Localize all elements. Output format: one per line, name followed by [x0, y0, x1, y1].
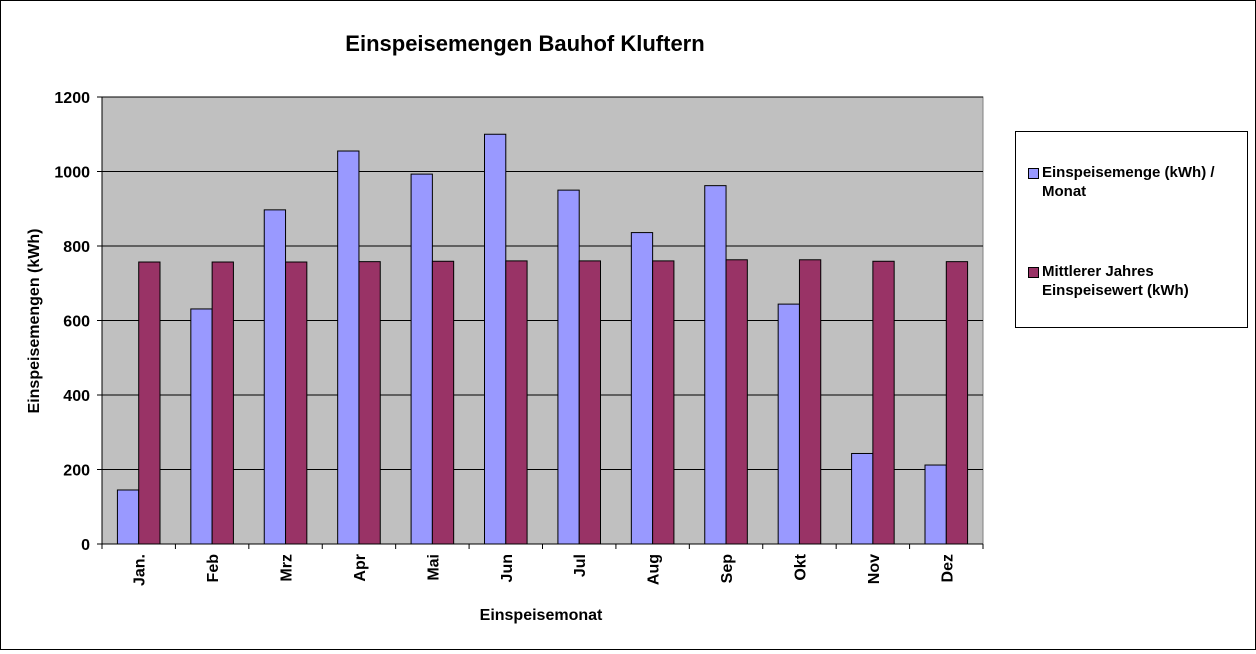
bar-series-2-jul: [578, 260, 601, 545]
y-tick-label: 600: [63, 314, 90, 331]
bar-series-1-jun: [484, 133, 507, 545]
bar-series-1-jul: [557, 189, 580, 545]
y-tick-label: 1000: [54, 165, 90, 182]
bar-series-2-nov: [872, 260, 895, 545]
x-tick-label: Jan.: [132, 554, 149, 586]
bar-series-1-apr: [337, 150, 360, 545]
x-tick-label: Dez: [939, 554, 956, 582]
y-tick-label: 200: [63, 463, 90, 480]
bar-series-1-mai: [410, 173, 433, 545]
y-tick-label: 400: [63, 388, 90, 405]
bar-series-1-sep: [704, 185, 727, 545]
legend-label-series-2: Mittlerer Jahres Einspeisewert (kWh): [1042, 263, 1189, 299]
x-tick-label: Aug: [646, 554, 663, 585]
chart-title: Einspeisemengen Bauhof Kluftern: [345, 31, 704, 56]
x-tick-label: Sep: [719, 554, 736, 584]
bar-series-2-mai: [431, 260, 455, 545]
bar-series-2-okt: [798, 259, 822, 545]
bar-series-2-aug: [652, 260, 675, 545]
y-tick-label: 1200: [54, 90, 90, 107]
x-axis: Jan. Feb Mrz Apr Mai Jun Jul Aug Sep Okt Nov Dez: [101, 543, 984, 586]
bar-series-1-nov: [851, 452, 874, 545]
x-tick-label: Okt: [792, 553, 809, 580]
x-tick-label: Jul: [572, 554, 589, 577]
bar-series-1-jan: [116, 489, 140, 545]
legend-label-series-1: Einspeisemenge (kWh) / Monat: [1042, 164, 1215, 200]
bar-series-2-jun: [505, 260, 528, 545]
bar-series-1-mrz: [263, 209, 287, 545]
bar-series-1-aug: [630, 232, 654, 545]
bar-series-2-sep: [725, 259, 748, 545]
y-axis-title: Einspeisemengen (kWh): [26, 229, 43, 414]
bars: [116, 133, 969, 545]
legend-swatch-series-1: [1028, 168, 1039, 179]
bar-series-2-dez: [945, 261, 969, 545]
y-tick-label: 0: [81, 537, 90, 554]
bar-series-2-mrz: [285, 261, 308, 545]
y-axis: 0 200 400 600 800 1000 1200: [54, 90, 103, 554]
bar-series-2-feb: [211, 261, 234, 545]
gridlines: [102, 96, 983, 470]
x-tick-label: Mrz: [279, 554, 296, 582]
bar-series-2-apr: [358, 261, 381, 545]
legend-swatch-series-2: [1028, 267, 1039, 278]
bar-series-1-dez: [924, 464, 947, 545]
bar-series-1-feb: [190, 308, 213, 545]
x-axis-title: Einspeisemonat: [480, 607, 603, 624]
x-tick-label: Feb: [205, 554, 222, 583]
x-tick-label: Mai: [425, 554, 442, 581]
x-tick-label: Jun: [499, 554, 516, 582]
bar-series-1-okt: [777, 303, 800, 545]
bar-series-2-jan: [138, 261, 161, 545]
x-tick-label: Apr: [352, 554, 369, 582]
legend: Einspeisemenge (kWh) / Monat Mittlerer J…: [1015, 131, 1248, 328]
x-tick-label: Nov: [866, 554, 883, 584]
y-tick-label: 800: [63, 239, 90, 256]
